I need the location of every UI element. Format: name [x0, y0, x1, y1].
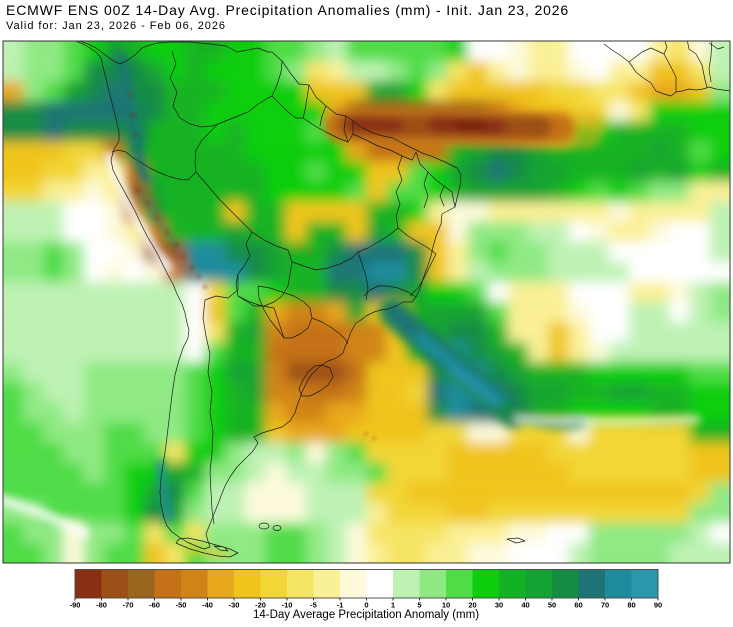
svg-text:80: 80	[627, 601, 635, 610]
svg-text:1: 1	[391, 601, 395, 610]
svg-text:-60: -60	[149, 601, 160, 610]
svg-text:-40: -40	[202, 601, 213, 610]
svg-text:20: 20	[468, 601, 476, 610]
svg-text:-1: -1	[337, 601, 344, 610]
svg-text:-90: -90	[70, 601, 81, 610]
svg-text:50: 50	[548, 601, 556, 610]
svg-text:-80: -80	[96, 601, 107, 610]
svg-text:5: 5	[417, 601, 421, 610]
svg-text:-30: -30	[229, 601, 240, 610]
svg-text:-20: -20	[255, 601, 266, 610]
svg-text:14-Day Average Precipitation A: 14-Day Average Precipitation Anomaly (mm…	[253, 609, 479, 621]
svg-text:30: 30	[495, 601, 503, 610]
svg-text:-5: -5	[310, 601, 317, 610]
svg-text:60: 60	[574, 601, 582, 610]
svg-text:0: 0	[364, 601, 368, 610]
svg-text:10: 10	[442, 601, 450, 610]
svg-text:40: 40	[521, 601, 529, 610]
svg-text:70: 70	[601, 601, 609, 610]
svg-text:-10: -10	[282, 601, 293, 610]
svg-text:-50: -50	[176, 601, 187, 610]
svg-text:-70: -70	[123, 601, 134, 610]
svg-text:90: 90	[654, 601, 662, 610]
